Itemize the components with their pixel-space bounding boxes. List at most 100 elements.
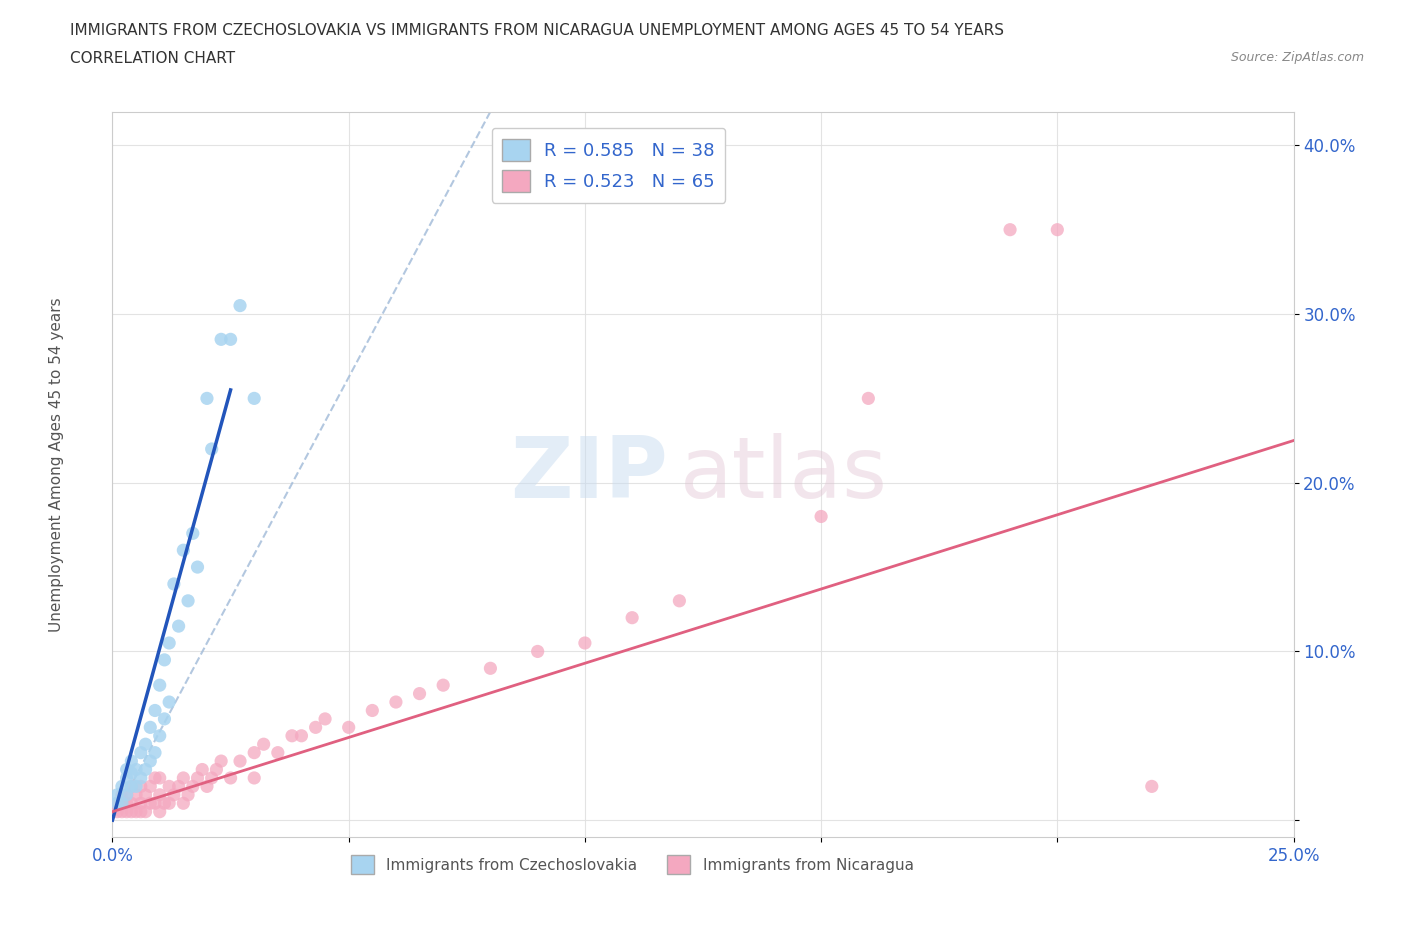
Point: [153, 653, 176, 668]
Point: [157, 635, 180, 650]
Point: [186, 560, 208, 575]
Text: atlas: atlas: [679, 432, 887, 516]
Point: [120, 753, 142, 768]
Point: [191, 762, 214, 777]
Point: [129, 796, 152, 811]
Point: [115, 762, 138, 777]
Point: [105, 796, 128, 811]
Point: [157, 796, 180, 811]
Point: [163, 788, 186, 803]
Point: [120, 765, 142, 780]
Point: [526, 644, 548, 658]
Point: [120, 779, 142, 794]
Point: [115, 796, 138, 811]
Point: [253, 737, 276, 751]
Point: [668, 593, 690, 608]
Point: [290, 728, 312, 743]
Point: [167, 618, 190, 633]
Point: [209, 332, 232, 347]
Point: [129, 771, 152, 786]
Point: [149, 804, 172, 819]
Point: [125, 788, 148, 803]
Point: [111, 788, 134, 803]
Point: [111, 804, 134, 819]
Point: [143, 796, 166, 811]
Point: [129, 804, 152, 819]
Point: [574, 635, 596, 650]
Point: [195, 391, 218, 405]
Point: [281, 728, 304, 743]
Point: [186, 771, 208, 786]
Point: [143, 703, 166, 718]
Point: [115, 788, 138, 803]
Point: [120, 796, 142, 811]
Point: [181, 779, 204, 794]
Point: [209, 753, 232, 768]
Point: [157, 695, 180, 710]
Point: [177, 788, 200, 803]
Point: [149, 788, 172, 803]
Point: [810, 509, 832, 524]
Point: [408, 686, 430, 701]
Point: [129, 779, 152, 794]
Point: [337, 720, 360, 735]
Point: [304, 720, 326, 735]
Text: IMMIGRANTS FROM CZECHOSLOVAKIA VS IMMIGRANTS FROM NICARAGUA UNEMPLOYMENT AMONG A: IMMIGRANTS FROM CZECHOSLOVAKIA VS IMMIGR…: [70, 23, 1004, 38]
Point: [479, 661, 502, 676]
Point: [167, 779, 190, 794]
Point: [201, 771, 224, 786]
Text: ZIP: ZIP: [510, 432, 668, 516]
Point: [195, 779, 218, 794]
Point: [149, 771, 172, 786]
Point: [858, 391, 880, 405]
Point: [157, 779, 180, 794]
Point: [205, 762, 228, 777]
Point: [243, 771, 266, 786]
Point: [105, 804, 128, 819]
Point: [105, 788, 128, 803]
Point: [135, 737, 157, 751]
Text: Unemployment Among Ages 45 to 54 years: Unemployment Among Ages 45 to 54 years: [49, 298, 63, 632]
Point: [125, 804, 148, 819]
Point: [129, 745, 152, 760]
Point: [139, 779, 162, 794]
Point: [201, 442, 224, 457]
Point: [135, 762, 157, 777]
Point: [172, 771, 194, 786]
Point: [1046, 222, 1069, 237]
Point: [139, 720, 162, 735]
Point: [139, 753, 162, 768]
Point: [314, 711, 336, 726]
Point: [135, 804, 157, 819]
Point: [111, 796, 134, 811]
Point: [105, 796, 128, 811]
Point: [125, 762, 148, 777]
Point: [267, 745, 290, 760]
Point: [135, 788, 157, 803]
Point: [219, 771, 242, 786]
Point: [432, 678, 454, 693]
Point: [998, 222, 1021, 237]
Point: [115, 771, 138, 786]
Point: [125, 779, 148, 794]
Point: [1140, 779, 1163, 794]
Text: CORRELATION CHART: CORRELATION CHART: [70, 51, 235, 66]
Point: [143, 745, 166, 760]
Point: [149, 728, 172, 743]
Point: [115, 788, 138, 803]
Point: [111, 796, 134, 811]
Point: [243, 745, 266, 760]
Point: [153, 711, 176, 726]
Point: [243, 391, 266, 405]
Point: [361, 703, 384, 718]
Point: [153, 796, 176, 811]
Point: [143, 771, 166, 786]
Point: [163, 577, 186, 591]
Point: [115, 804, 138, 819]
Point: [229, 299, 252, 313]
Point: [172, 796, 194, 811]
Legend: Immigrants from Czechoslovakia, Immigrants from Nicaragua: Immigrants from Czechoslovakia, Immigran…: [344, 849, 920, 880]
Point: [149, 678, 172, 693]
Point: [120, 804, 142, 819]
Point: [139, 796, 162, 811]
